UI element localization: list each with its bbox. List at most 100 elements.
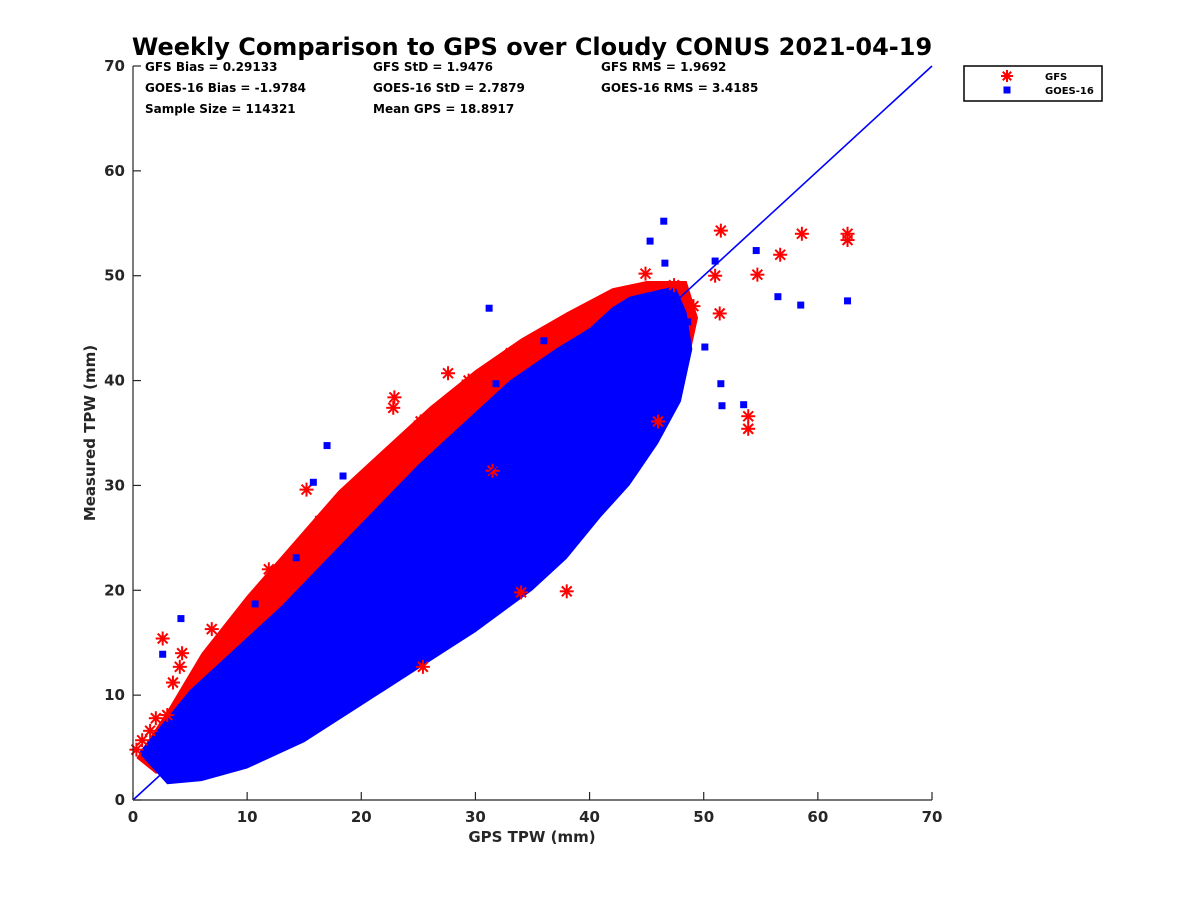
goes16-point bbox=[660, 217, 668, 225]
x-tick-label: 70 bbox=[922, 808, 943, 826]
y-tick-label: 40 bbox=[104, 372, 125, 390]
y-tick-label: 10 bbox=[104, 686, 125, 704]
gfs-point bbox=[172, 659, 187, 674]
goes16-dense-cloud bbox=[138, 286, 693, 785]
gfs-point bbox=[794, 226, 809, 241]
goes16-point bbox=[485, 304, 493, 312]
goes16-point bbox=[619, 468, 627, 476]
series-goes-16 bbox=[159, 217, 852, 658]
series-gfs bbox=[129, 223, 855, 757]
gfs-point bbox=[175, 646, 190, 661]
goes16-point bbox=[323, 442, 331, 450]
y-tick-label: 30 bbox=[104, 476, 125, 494]
x-tick-label: 10 bbox=[237, 808, 258, 826]
goes16-point bbox=[797, 301, 805, 309]
gfs-point bbox=[313, 514, 328, 529]
gfs-point bbox=[461, 373, 476, 388]
goes16-point bbox=[774, 293, 782, 301]
goes16-point bbox=[717, 380, 725, 388]
one-to-one-line bbox=[132, 65, 933, 801]
gfs-point bbox=[204, 622, 219, 637]
asterisk-icon bbox=[1001, 70, 1013, 82]
gfs-point bbox=[135, 733, 150, 748]
stat-text: GOES-16 Bias = -1.9784 bbox=[145, 81, 306, 95]
x-tick-label: 30 bbox=[465, 808, 486, 826]
square-icon bbox=[1003, 86, 1011, 94]
goes16-point bbox=[672, 330, 680, 338]
goes16-point bbox=[711, 257, 719, 265]
gfs-point bbox=[441, 366, 456, 381]
gfs-point bbox=[741, 409, 756, 424]
goes16-point bbox=[159, 650, 167, 658]
legend-label: GFS bbox=[1045, 72, 1067, 83]
gfs-point bbox=[514, 585, 529, 600]
stat-text: Sample Size = 114321 bbox=[145, 102, 296, 116]
gfs-point bbox=[155, 631, 170, 646]
x-tick-label: 40 bbox=[579, 808, 600, 826]
goes16-point bbox=[718, 402, 726, 410]
gfs-point bbox=[638, 266, 653, 281]
goes16-point bbox=[740, 401, 748, 409]
goes16-point bbox=[540, 337, 548, 345]
plot-area: 0 10 20 30 40 50 60 70 0 10 20 30 40 50 60 70 bbox=[104, 57, 942, 826]
x-tick-label: 60 bbox=[807, 808, 828, 826]
gfs-point bbox=[165, 675, 180, 690]
gfs-point bbox=[299, 482, 314, 497]
gfs-point bbox=[686, 299, 701, 314]
gfs-point bbox=[651, 414, 666, 429]
goes16-point bbox=[177, 615, 185, 623]
gfs-point bbox=[148, 711, 163, 726]
legend-label: GOES-16 bbox=[1045, 86, 1094, 97]
legend: GFS GOES-16 bbox=[963, 65, 1103, 102]
stats-block: GFS Bias = 0.29133 GFS StD = 1.9476 GFS RM… bbox=[145, 60, 758, 116]
y-tick-label: 20 bbox=[104, 581, 125, 599]
legend-box bbox=[963, 65, 1103, 102]
gfs-point bbox=[840, 226, 855, 241]
gfs-point bbox=[713, 223, 728, 238]
gfs-point bbox=[708, 268, 723, 283]
gfs-point bbox=[413, 414, 428, 429]
gfs-point bbox=[750, 267, 765, 282]
goes16-point bbox=[339, 472, 347, 480]
goes16-point bbox=[251, 600, 259, 608]
gfs-point bbox=[712, 306, 727, 321]
stat-text: GFS Bias = 0.29133 bbox=[145, 60, 277, 74]
goes16-point bbox=[844, 297, 852, 305]
x-axis-label: GPS TPW (mm) bbox=[468, 828, 595, 846]
x-tick-label: 50 bbox=[693, 808, 714, 826]
stat-text: GFS StD = 1.9476 bbox=[373, 60, 493, 74]
goes16-point bbox=[752, 247, 760, 255]
y-tick-label: 0 bbox=[115, 791, 125, 809]
gfs-point bbox=[387, 390, 402, 405]
goes16-point bbox=[292, 554, 300, 562]
goes16-point bbox=[595, 350, 603, 358]
gfs-point bbox=[336, 494, 351, 509]
goes16-point bbox=[492, 380, 500, 388]
gfs-point bbox=[401, 434, 416, 449]
goes16-point bbox=[646, 237, 654, 245]
y-tick-label: 70 bbox=[104, 57, 125, 75]
goes16-point bbox=[309, 478, 317, 486]
stat-text: GFS RMS = 1.9692 bbox=[601, 60, 726, 74]
gfs-point bbox=[415, 659, 430, 674]
x-tick-label: 20 bbox=[351, 808, 372, 826]
gfs-point bbox=[741, 421, 756, 436]
y-axis-label: Measured TPW (mm) bbox=[81, 345, 99, 521]
stat-text: GOES-16 RMS = 3.4185 bbox=[601, 81, 758, 95]
gfs-point bbox=[503, 346, 518, 361]
gfs-point bbox=[363, 491, 378, 506]
gfs-point bbox=[143, 723, 158, 738]
chart-title: Weekly Comparison to GPS over Cloudy CON… bbox=[132, 33, 932, 61]
goes16-point bbox=[684, 318, 692, 326]
gfs-point bbox=[667, 278, 682, 293]
gfs-point bbox=[559, 584, 574, 599]
goes16-point bbox=[661, 259, 669, 267]
y-tick-label: 60 bbox=[104, 162, 125, 180]
stat-text: Mean GPS = 18.8917 bbox=[373, 102, 514, 116]
goes16-point bbox=[701, 343, 709, 351]
stat-text: GOES-16 StD = 2.7879 bbox=[373, 81, 525, 95]
gfs-point bbox=[773, 247, 788, 262]
y-tick-label: 50 bbox=[104, 267, 125, 285]
gfs-point bbox=[261, 562, 276, 577]
